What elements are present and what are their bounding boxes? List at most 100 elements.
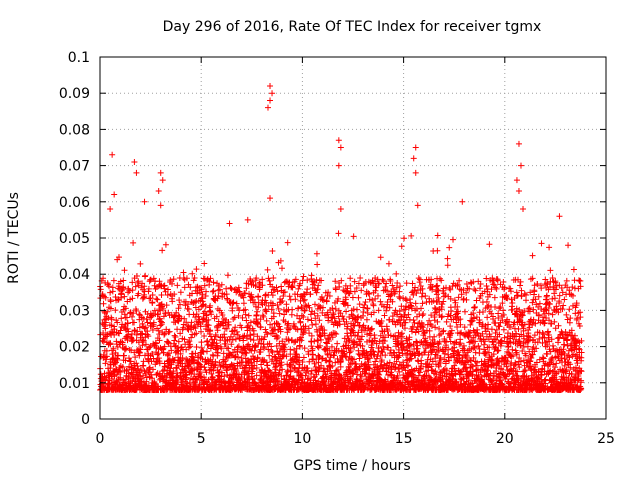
data-point: [542, 306, 549, 313]
data-point: [556, 292, 563, 299]
data-point: [418, 293, 425, 300]
data-point: [210, 279, 217, 286]
data-point: [97, 286, 104, 293]
data-point: [313, 250, 320, 257]
data-point: [301, 345, 308, 352]
data-point: [240, 294, 247, 301]
data-point: [456, 277, 463, 284]
data-point: [446, 244, 453, 251]
data-point: [242, 311, 249, 318]
data-point: [195, 313, 202, 320]
data-point: [195, 360, 202, 367]
data-point: [169, 298, 176, 305]
data-point: [191, 371, 198, 378]
data-point: [281, 289, 288, 296]
data-point: [264, 331, 271, 338]
data-point: [192, 377, 199, 384]
data-point: [308, 338, 315, 345]
data-point: [112, 307, 119, 314]
data-point: [304, 277, 311, 284]
data-point: [523, 292, 530, 299]
data-point: [245, 280, 252, 287]
data-point: [193, 343, 200, 350]
data-point: [278, 373, 285, 380]
data-point: [223, 285, 230, 292]
data-point: [343, 308, 350, 315]
data-point: [129, 313, 136, 320]
data-point: [434, 318, 441, 325]
data-point: [284, 329, 291, 336]
data-point: [140, 358, 147, 365]
data-point: [450, 236, 457, 243]
data-point: [193, 330, 200, 337]
data-point: [276, 310, 283, 317]
data-point: [337, 363, 344, 370]
data-point: [440, 298, 447, 305]
data-point: [139, 338, 146, 345]
data-point: [274, 288, 281, 295]
data-point: [121, 293, 128, 300]
data-point: [252, 283, 259, 290]
data-point: [100, 275, 107, 282]
data-point: [191, 275, 198, 282]
data-point: [462, 308, 469, 315]
data-point: [254, 333, 261, 340]
data-point: [457, 340, 464, 347]
data-point: [236, 288, 243, 295]
data-point: [164, 291, 171, 298]
data-point: [186, 379, 193, 386]
data-point: [408, 232, 415, 239]
data-point: [363, 316, 370, 323]
data-point: [177, 330, 184, 337]
data-point: [146, 344, 153, 351]
data-point: [272, 366, 279, 373]
data-point: [422, 349, 429, 356]
data-point: [212, 361, 219, 368]
data-point: [412, 329, 419, 336]
data-point: [161, 367, 168, 374]
data-point: [198, 363, 205, 370]
data-point: [125, 370, 132, 377]
data-point: [129, 279, 136, 286]
data-point: [529, 252, 536, 259]
data-point: [183, 319, 190, 326]
data-point: [117, 327, 124, 334]
data-point: [154, 311, 161, 318]
data-point: [159, 247, 166, 254]
data-point: [333, 331, 340, 338]
data-point: [266, 367, 273, 374]
data-point: [105, 380, 112, 387]
data-point: [225, 345, 232, 352]
data-point: [102, 294, 109, 301]
data-point: [245, 356, 252, 363]
data-point: [100, 338, 107, 345]
data-point: [269, 330, 276, 337]
data-point: [159, 368, 166, 375]
data-point: [213, 313, 220, 320]
data-point: [115, 297, 122, 304]
data-point: [175, 305, 182, 312]
data-point: [161, 363, 168, 370]
data-point: [111, 326, 118, 333]
data-point: [255, 340, 262, 347]
data-point: [315, 344, 322, 351]
data-point: [175, 354, 182, 361]
data-point: [183, 356, 190, 363]
data-point: [227, 333, 234, 340]
data-point: [223, 325, 230, 332]
data-point: [103, 347, 110, 354]
data-point: [144, 311, 151, 318]
data-point: [100, 300, 107, 307]
data-point: [138, 367, 145, 374]
data-point: [120, 277, 127, 284]
data-point: [362, 298, 369, 305]
data-point: [540, 355, 547, 362]
data-point: [218, 345, 225, 352]
data-point: [125, 355, 132, 362]
data-point: [205, 316, 212, 323]
data-point: [265, 346, 272, 353]
data-point: [174, 372, 181, 379]
data-point: [289, 306, 296, 313]
data-point: [181, 315, 188, 322]
data-point: [102, 360, 109, 367]
